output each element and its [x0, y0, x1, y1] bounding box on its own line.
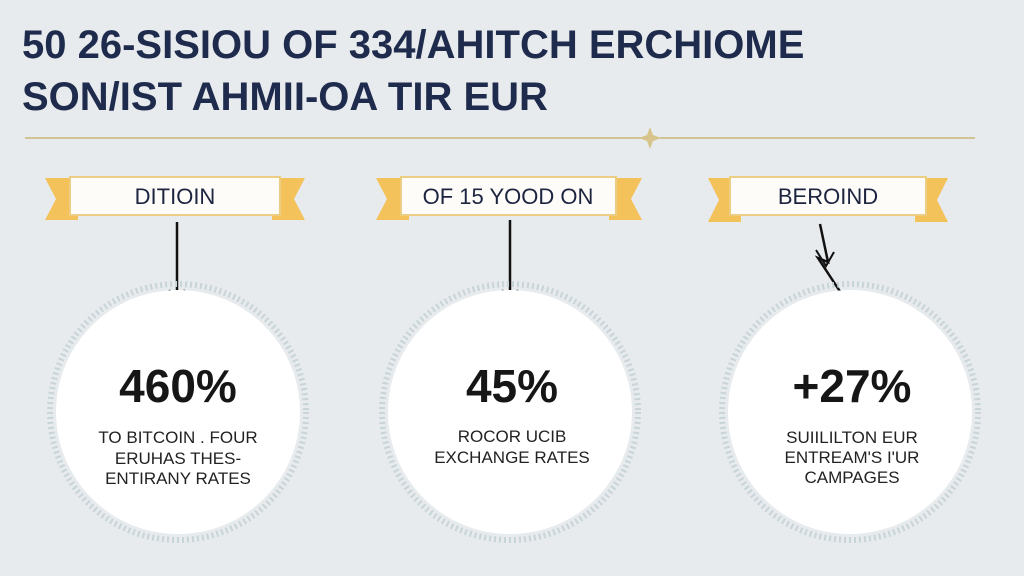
circle — [56, 290, 300, 534]
banner-label: OF 15 YOOD ON — [423, 184, 594, 209]
panel: BEROIND +27% SUIILILTON EUR ENTREAM'S I'… — [708, 176, 981, 543]
title-line: SON/IST AHMII-OA TIR EUR — [22, 75, 548, 119]
caption-line: CAMPAGES — [804, 468, 899, 487]
caption-line: ERUHAS THES- — [115, 449, 241, 468]
banner-label: DITIOIN — [135, 184, 216, 209]
caption-line: EXCHANGE RATES — [434, 448, 590, 467]
panel: DITIOIN 460% TO BITCOIN . FOUR ERUHAS TH… — [45, 176, 309, 543]
panel: OF 15 YOOD ON 45% ROCOR UCIB EXCHANGE RA… — [376, 176, 642, 543]
stat: 460% — [119, 360, 237, 412]
caption-line: TO BITCOIN . FOUR — [98, 428, 257, 447]
ornament — [639, 127, 661, 149]
title-line: 50 26-SISIOU OF 334/AHITCH ERCHIOME — [22, 23, 804, 67]
circle — [388, 290, 632, 534]
caption-line: ENTIRANY RATES — [105, 469, 251, 488]
caption-line: ROCOR UCIB — [458, 427, 567, 446]
banner-label: BEROIND — [778, 184, 878, 209]
circle-border — [379, 281, 641, 543]
banner — [69, 176, 281, 216]
stat: 45% — [466, 360, 558, 412]
caption-line: ENTREAM'S I'UR — [785, 448, 920, 467]
arrow-head — [815, 249, 835, 268]
caption-line: SUIILILTON EUR — [786, 428, 918, 447]
circle-border — [47, 281, 309, 543]
circle-border — [719, 281, 981, 543]
stat: +27% — [793, 360, 912, 412]
banner — [729, 176, 927, 216]
circle — [728, 290, 972, 534]
ribbon-tail — [609, 178, 642, 220]
banner — [400, 176, 617, 216]
